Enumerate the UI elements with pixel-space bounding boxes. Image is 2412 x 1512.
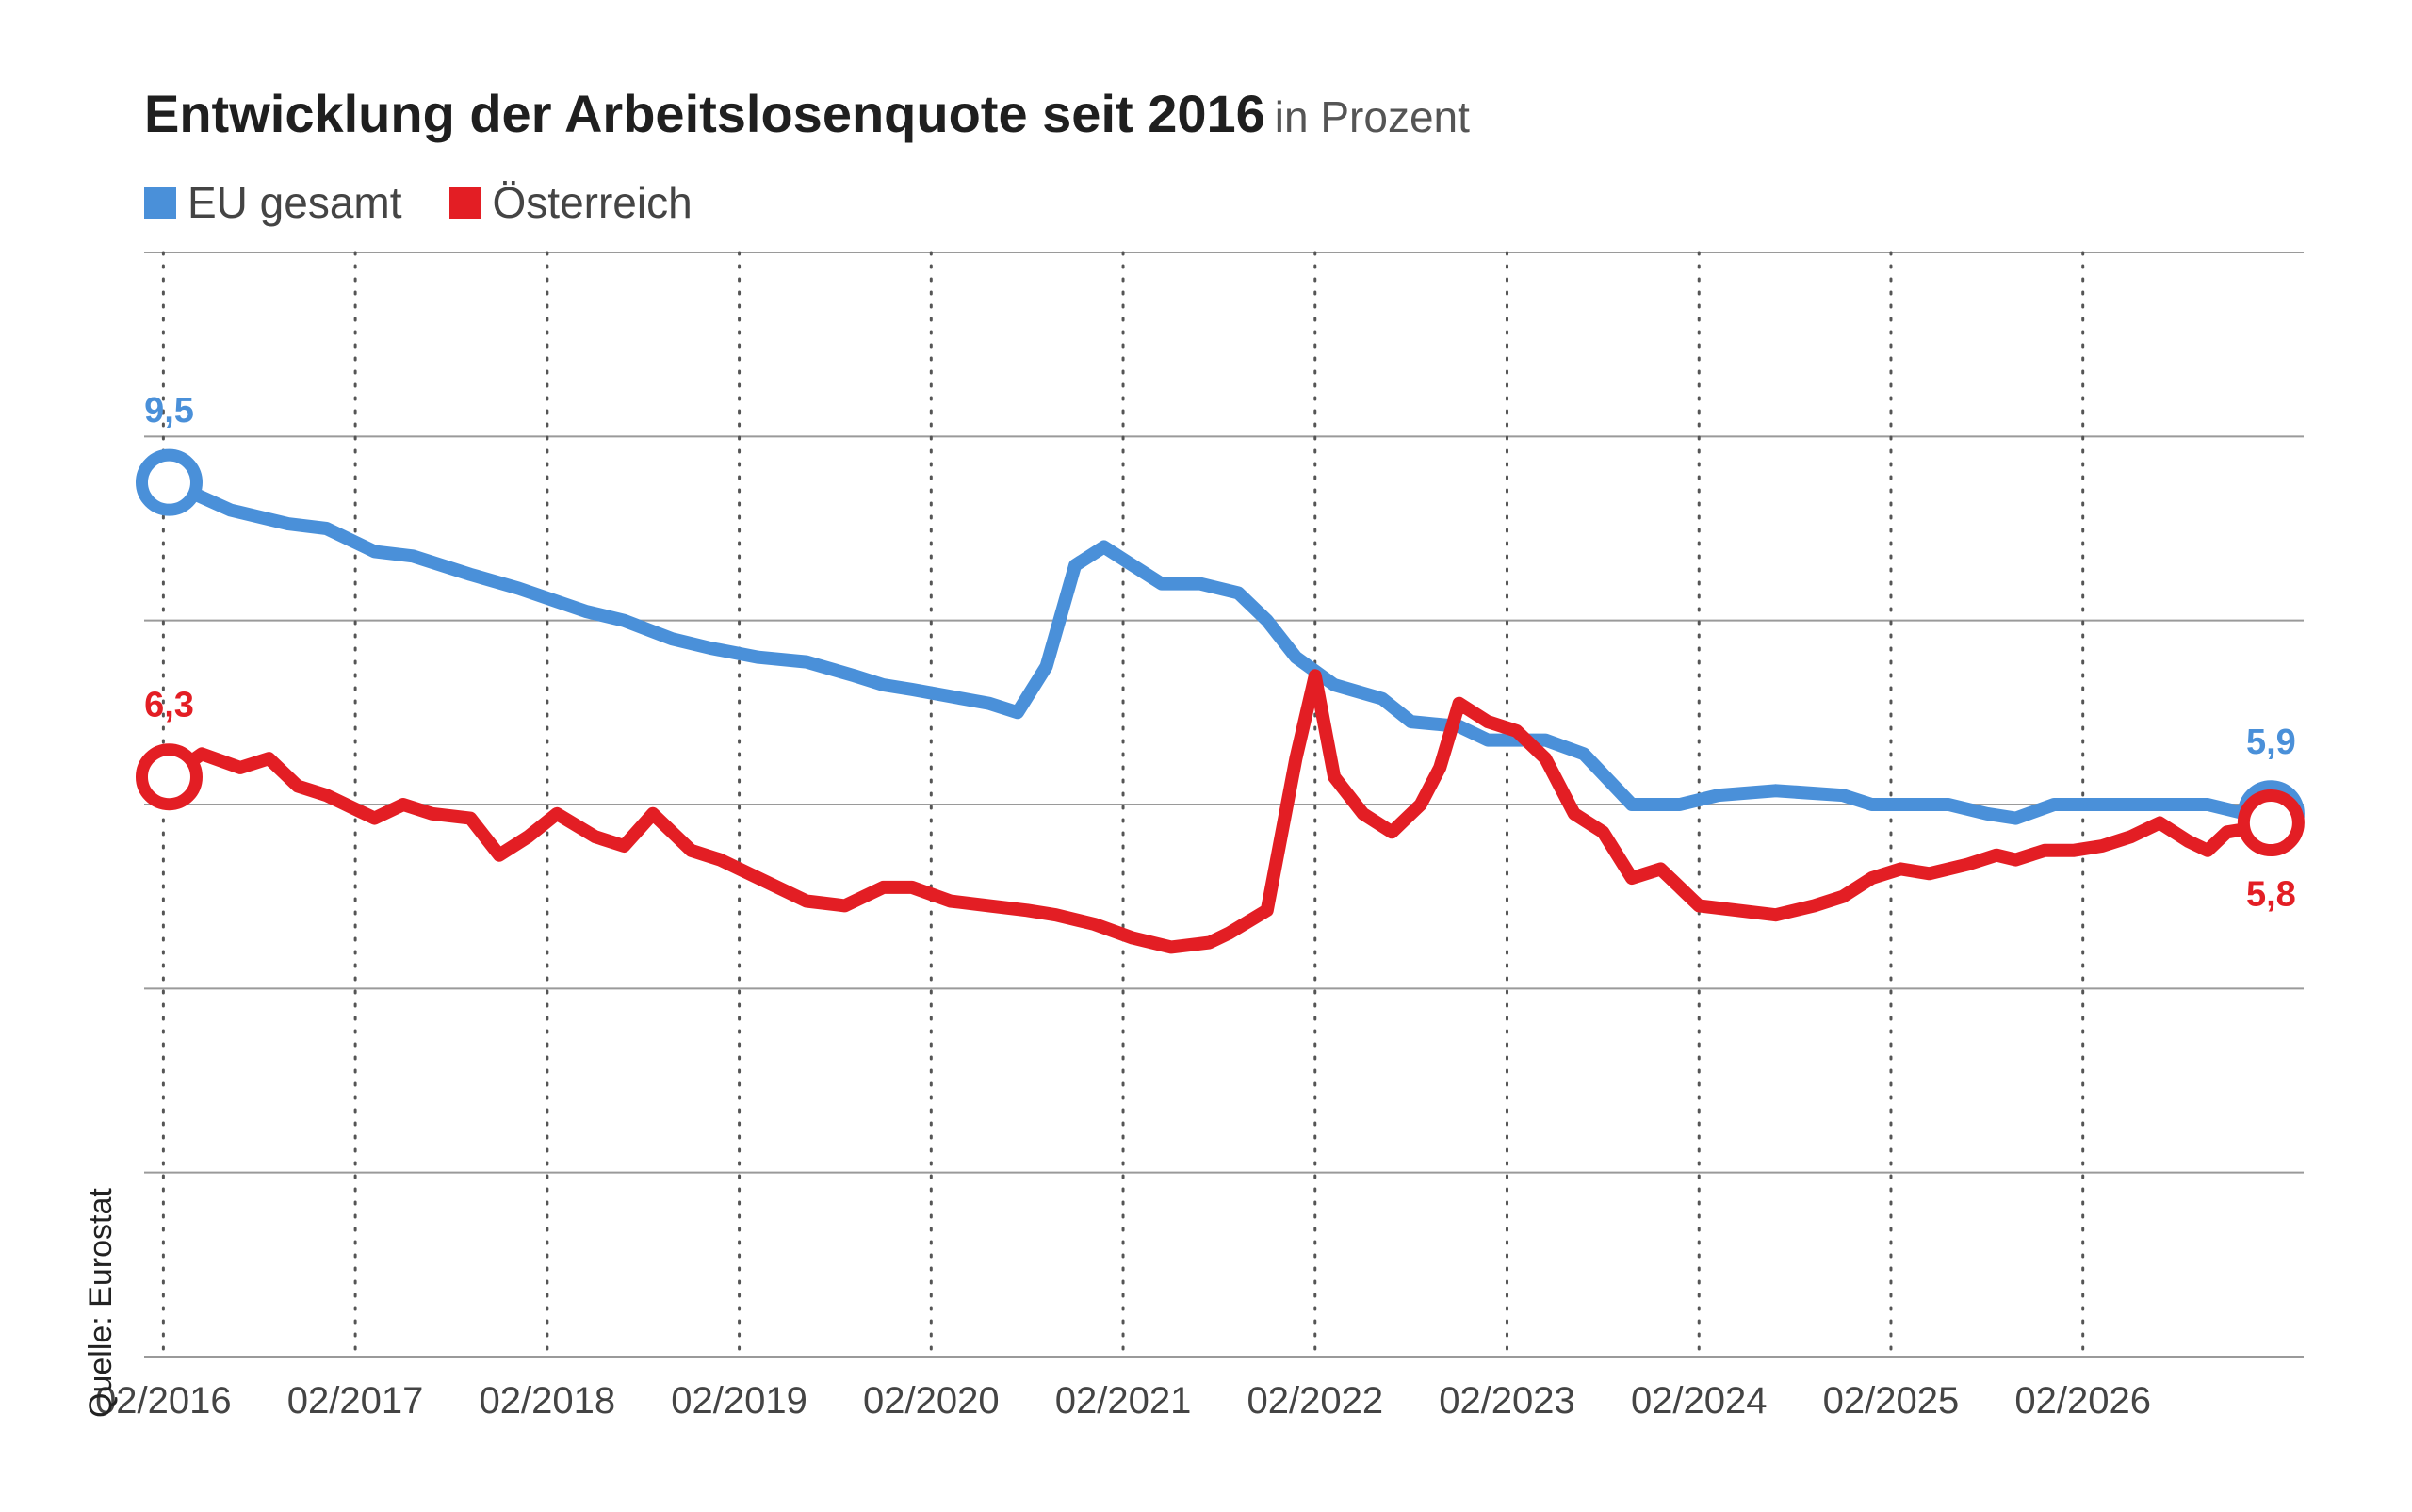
chart-title: Entwicklung der Arbeitslosenquote seit 2… (144, 83, 1470, 144)
eu-start-label: 9,5 (144, 391, 194, 431)
at-end-marker[interactable] (2237, 789, 2305, 857)
series-line-at[interactable] (162, 669, 2278, 954)
eu-end-label: 5,9 (2246, 723, 2296, 762)
chart-subtitle: in Prozent (1274, 92, 1470, 141)
x-tick-label: 02/2016 (95, 1380, 232, 1422)
x-tick-label: 02/2023 (1439, 1380, 1575, 1422)
x-tick-label: 02/2018 (480, 1380, 616, 1422)
x-tick-label: 02/2021 (1055, 1380, 1192, 1422)
x-axis-ticks: 02/2016 02/2017 02/2018 02/2019 02/2020 02/20… (95, 1380, 2151, 1422)
series-line-eu[interactable] (162, 476, 2278, 825)
legend-item-eu[interactable]: EU gesamt (144, 177, 402, 228)
x-tick-label: 02/2019 (671, 1380, 807, 1422)
x-tick-label: 02/2025 (1823, 1380, 1960, 1422)
legend-swatch-eu (144, 187, 176, 219)
x-tick-label: 02/2017 (287, 1380, 424, 1422)
legend-item-at[interactable]: Österreich (448, 177, 693, 228)
at-start-marker[interactable] (135, 743, 203, 811)
legend-label-eu: EU gesamt (187, 178, 402, 227)
chart-legend: EU gesamt Österreich (144, 177, 740, 228)
vertical-gridlines (161, 251, 2085, 1358)
x-tick-label: 02/2020 (863, 1380, 1000, 1422)
x-tick-label: 02/2026 (2014, 1380, 2151, 1422)
x-tick-label: 02/2024 (1631, 1380, 1768, 1422)
horizontal-gridlines (144, 252, 2304, 1358)
legend-label-at: Österreich (492, 178, 693, 227)
x-tick-label: 02/2022 (1247, 1380, 1383, 1422)
source-note: Quelle: Eurostat (83, 1188, 119, 1418)
chart-title-text: Entwicklung der Arbeitslosenquote seit 2… (144, 84, 1265, 143)
at-start-label: 6,3 (144, 686, 194, 725)
legend-swatch-at (448, 187, 481, 219)
eu-start-marker[interactable] (135, 448, 203, 516)
at-end-label: 5,8 (2246, 875, 2296, 915)
series-markers: 9,5 5,9 6,3 5,8 (135, 391, 2305, 915)
series-lines (162, 476, 2278, 954)
